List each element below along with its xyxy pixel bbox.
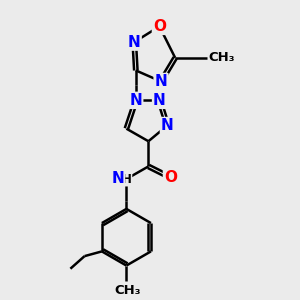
Text: H: H — [122, 172, 131, 185]
Text: N: N — [130, 93, 142, 108]
Text: N: N — [154, 74, 167, 89]
Text: N: N — [153, 93, 166, 108]
Text: N: N — [111, 171, 124, 186]
Text: CH₃: CH₃ — [208, 51, 235, 64]
Text: O: O — [164, 170, 177, 185]
Text: N: N — [128, 34, 141, 50]
Text: O: O — [153, 19, 166, 34]
Text: N: N — [161, 118, 174, 133]
Text: CH₃: CH₃ — [115, 284, 141, 297]
